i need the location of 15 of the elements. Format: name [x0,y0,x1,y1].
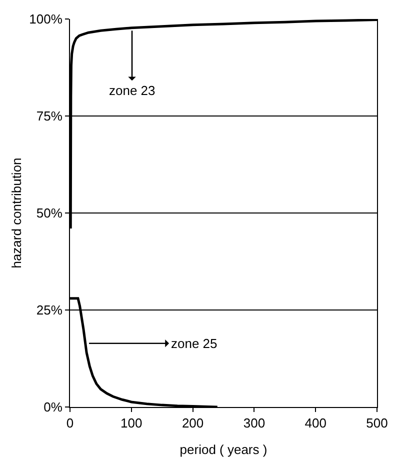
x-axis-title: period ( years ) [180,442,268,458]
annotation: zone 25 [171,336,218,351]
x-tick-label: 300 [243,416,266,431]
y-tick-label: 0% [44,400,63,415]
x-tick-label: 0 [66,416,74,431]
y-axis-title: hazard contribution [9,158,24,268]
x-tick-label: 500 [366,416,388,431]
y-tick-label: 75% [36,108,63,124]
annotation: zone 23 [109,83,156,98]
x-tick-label: 200 [182,416,204,431]
y-tick-label: 100% [29,12,63,27]
y-tick-label: 50% [36,206,63,221]
y-tick-label: 25% [36,302,63,318]
x-tick-label: 100 [120,416,142,431]
x-tick-label: 400 [304,416,326,431]
